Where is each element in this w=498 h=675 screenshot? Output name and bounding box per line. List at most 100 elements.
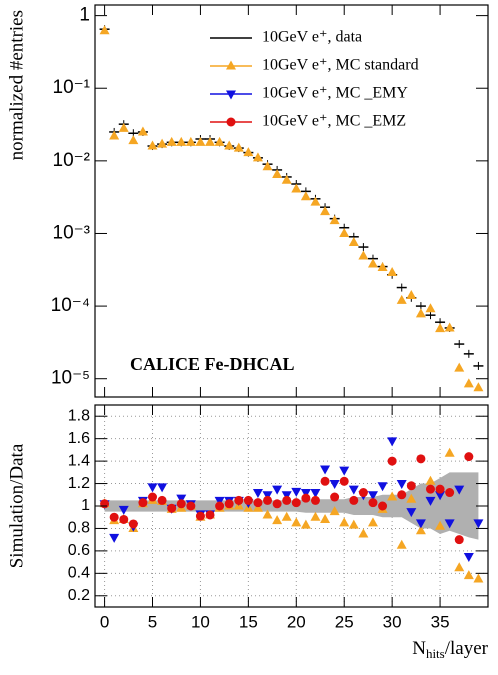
data-point	[205, 510, 215, 520]
data-point	[329, 480, 340, 490]
data-point	[215, 501, 225, 511]
y-tick-label: 1.6	[68, 430, 90, 447]
data-point	[224, 499, 234, 509]
x-tick-label: 30	[383, 612, 402, 631]
data-point	[214, 496, 225, 506]
y-tick-label: 10⁻⁵	[51, 368, 90, 389]
data-point	[473, 382, 484, 392]
data-point	[425, 475, 436, 485]
data-point	[272, 485, 283, 495]
data-point	[301, 493, 311, 503]
data-point	[358, 250, 369, 260]
data-point	[281, 174, 292, 184]
uncertainty-band	[104, 472, 479, 540]
data-point	[339, 227, 350, 237]
data-point	[348, 519, 359, 529]
x-tick-label: 10	[191, 612, 210, 631]
data-point	[464, 452, 474, 462]
y-tick-label: 10⁻¹	[53, 77, 91, 98]
data-point	[396, 480, 407, 490]
data-point	[454, 362, 465, 372]
y-tick-label: 1.2	[68, 475, 90, 492]
data-point	[320, 206, 331, 216]
legend-label: 10GeV e⁺, data	[262, 29, 362, 46]
data-point	[109, 533, 120, 543]
data-point	[186, 501, 196, 511]
data-point	[396, 283, 407, 292]
data-point	[291, 517, 302, 527]
y-tick-label: 0.2	[68, 587, 90, 604]
data-point	[118, 505, 129, 515]
x-label-main: N	[412, 638, 426, 659]
data-point	[272, 168, 283, 178]
data-point	[358, 528, 369, 538]
x-tick-label: 5	[148, 612, 157, 631]
data-point	[176, 494, 187, 504]
data-point	[214, 136, 225, 146]
y-axis-label: Simulation/Data	[6, 443, 27, 568]
data-point	[176, 499, 186, 509]
data-point	[300, 519, 311, 529]
data-point	[473, 519, 484, 529]
data-point	[281, 511, 292, 521]
data-point	[147, 140, 158, 150]
data-point	[444, 519, 455, 529]
data-point	[166, 136, 177, 146]
data-point	[320, 476, 330, 486]
data-point	[358, 243, 369, 252]
data-point	[377, 482, 388, 492]
data-point	[272, 515, 283, 525]
data-point	[109, 512, 119, 522]
y-tick-label: 1.8	[68, 407, 90, 424]
data-point	[118, 122, 129, 132]
data-point	[224, 140, 235, 150]
data-point	[473, 573, 484, 583]
data-point	[349, 495, 359, 505]
data-point	[387, 491, 398, 501]
data-point	[320, 513, 331, 523]
data-point	[378, 501, 388, 511]
data-point	[262, 491, 273, 501]
data-point	[100, 499, 110, 509]
data-point	[320, 465, 331, 475]
data-point	[148, 492, 158, 502]
data-point	[291, 498, 301, 508]
data-point	[282, 495, 292, 505]
data-point	[425, 303, 436, 313]
data-point	[473, 361, 484, 370]
x-tick-label: 35	[431, 612, 450, 631]
data-point	[397, 490, 407, 500]
data-point	[445, 488, 455, 498]
data-point	[262, 161, 273, 171]
data-point	[463, 553, 474, 562]
annotation: CALICE Fe-DHCAL	[130, 354, 295, 374]
y-tick-label: 1	[79, 5, 90, 26]
data-point	[195, 136, 206, 146]
data-point	[137, 126, 148, 136]
data-point	[348, 485, 359, 495]
x-tick-label: 25	[335, 612, 354, 631]
data-point	[109, 130, 120, 140]
data-point	[377, 261, 388, 271]
plot-frame	[94, 4, 489, 398]
data-point	[263, 495, 273, 505]
data-point	[415, 519, 426, 529]
data-point	[444, 322, 455, 332]
data-point	[435, 323, 446, 333]
data-point	[253, 498, 263, 508]
data-point	[425, 484, 435, 494]
y-tick-label: 0.4	[68, 565, 90, 582]
data-point	[176, 136, 187, 146]
data-point	[454, 340, 465, 349]
data-point	[454, 485, 465, 495]
data-point	[291, 487, 302, 497]
data-point	[262, 509, 273, 519]
data-point	[358, 488, 368, 498]
data-point	[281, 491, 292, 501]
data-point	[300, 489, 311, 499]
data-point	[348, 237, 359, 247]
data-point	[147, 483, 158, 493]
data-point	[300, 191, 311, 201]
